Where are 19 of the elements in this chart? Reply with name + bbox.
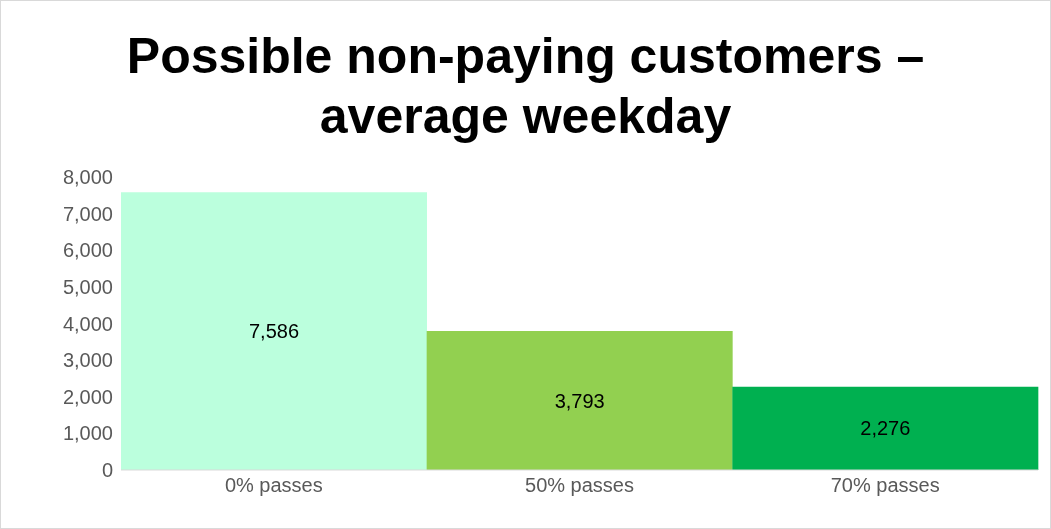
x-tick-label: 0% passes (224, 474, 323, 497)
x-tick-label: 70% passes (830, 474, 940, 497)
data-label: 7,586 (248, 320, 300, 343)
data-label: 3,793 (554, 389, 605, 412)
y-tick-label: 1,000 (62, 422, 113, 445)
data-label: 2,276 (860, 417, 911, 440)
y-tick-label: 2,000 (62, 385, 113, 408)
y-tick-label: 6,000 (62, 239, 113, 262)
bar (426, 331, 733, 470)
y-tick-label: 5,000 (62, 275, 113, 298)
y-tick-label: 4,000 (62, 312, 113, 335)
y-tick-label: 0 (101, 459, 113, 482)
y-tick-label: 3,000 (62, 349, 113, 372)
chart-title: Possible non-paying customers – average weekday (125, 27, 926, 146)
bar (732, 386, 1039, 470)
x-tick-label: 50% passes (525, 474, 634, 497)
bar (121, 192, 427, 470)
y-tick-label: 8,000 (62, 166, 113, 189)
y-tick-label: 7,000 (62, 202, 113, 225)
